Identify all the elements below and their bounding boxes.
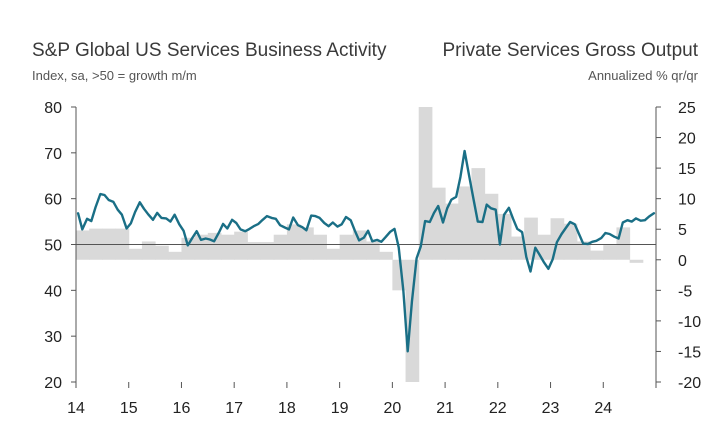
x-tick-label: 23 [542,400,560,417]
left-tick-label: 40 [44,283,62,300]
gross-output-bar [445,203,459,260]
right-tick-label: -20 [678,375,701,392]
gross-output-bar [431,187,446,260]
right-axis-title: Private Services Gross Output [442,40,698,61]
gross-output-bar [497,213,512,260]
gross-output-bar [590,250,604,260]
gross-output-bars [76,107,644,382]
right-tick-label: -5 [678,283,692,300]
x-tick-label: 20 [383,400,401,417]
left-axis-subtitle: Index, sa, >50 = growth m/m [32,68,197,83]
right-axis-subtitle: Annualized % qr/qr [588,68,698,83]
right-tick-label: 25 [678,100,696,117]
gross-output-bar [181,237,196,260]
business-activity-line [76,149,656,353]
gross-output-bar [563,223,578,260]
gross-output-bar [379,251,393,260]
right-axis-ticks: 25 20 15 10 5 0 -5 -10 -15 -20 [678,100,701,392]
gross-output-bar [221,234,235,260]
business-activity-series [76,149,656,353]
left-tick-label: 20 [44,375,62,392]
right-tick-label: 15 [678,161,696,178]
gross-output-bar [168,251,182,260]
x-tick-label: 21 [436,400,454,417]
gross-output-bar [603,245,617,260]
gross-output-bar [576,241,591,260]
x-tick-label: 15 [120,400,138,417]
gross-output-bar [194,234,209,260]
left-tick-label: 70 [44,146,62,163]
right-tick-label: -15 [678,344,701,361]
left-tick-label: 50 [44,238,62,255]
x-tick-label: 22 [489,400,507,417]
gross-output-bar [141,241,156,260]
left-tick-label: 30 [44,329,62,346]
x-tick-label: 14 [67,400,85,417]
gross-output-bar [300,227,314,260]
gross-output-bar [247,242,262,260]
right-tick-label: 10 [678,192,696,209]
gross-output-bar [273,234,288,260]
gross-output-bar [537,234,552,260]
gross-output-bar [511,236,525,260]
gross-output-bar [155,245,169,260]
left-axis-ticks: 80 70 60 50 40 30 20 [44,100,62,392]
gross-output-bar [260,242,275,260]
right-tick-label: 0 [678,253,687,270]
gross-output-bar [458,186,472,260]
x-tick-label: 24 [594,400,612,417]
gross-output-bar [616,227,631,260]
right-tick-label: -10 [678,314,701,331]
x-tick-label: 16 [173,400,191,417]
plot-frame [71,106,661,388]
x-tick-label: 19 [331,400,349,417]
gross-output-bar [339,234,354,260]
gross-output-bar [418,107,433,260]
gross-output-bar [76,230,90,260]
gross-output-bar [207,232,222,260]
gross-output-bar [366,241,380,260]
x-axis-ticks: 14 15 16 17 18 19 20 21 22 23 24 [67,400,612,417]
gross-output-bar [629,259,644,263]
right-tick-label: 20 [678,131,696,148]
gross-output-bar [128,248,143,260]
left-axis-title: S&P Global US Services Business Activity [32,40,387,61]
left-tick-label: 80 [44,100,62,117]
right-tick-label: 5 [678,222,687,239]
x-tick-label: 18 [278,400,296,417]
gross-output-bar [234,231,248,260]
gross-output-bar [313,234,327,260]
gross-output-bar [405,259,420,382]
left-tick-label: 60 [44,192,62,209]
gross-output-bar [471,168,486,260]
x-tick-label: 17 [225,400,243,417]
gross-output-bar [326,248,341,260]
gross-output-bar [286,224,301,260]
